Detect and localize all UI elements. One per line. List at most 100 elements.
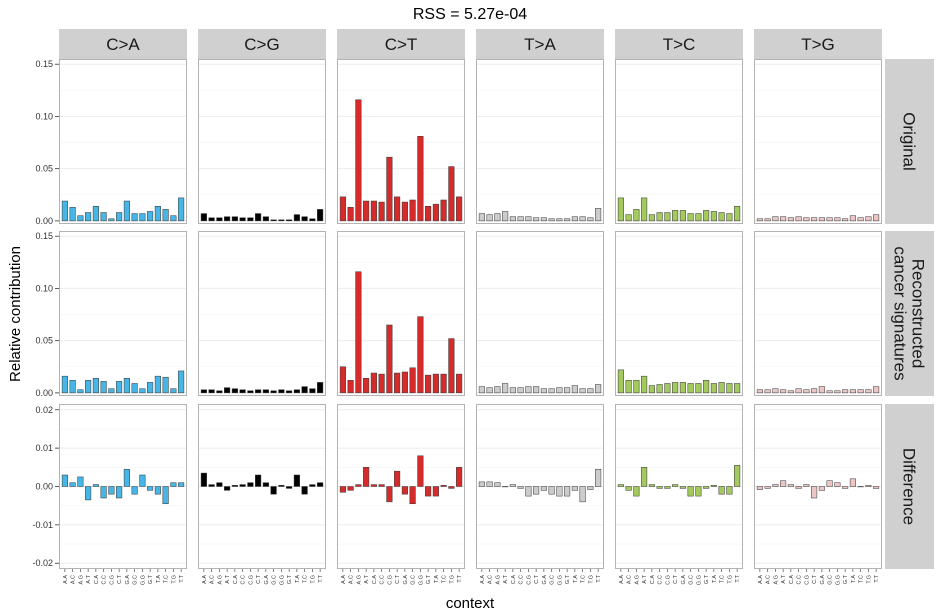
bar: [270, 486, 277, 495]
bar: [772, 216, 779, 222]
x-axis-title: context: [446, 595, 495, 612]
bar: [69, 207, 76, 222]
bar: [478, 213, 485, 222]
bar: [200, 472, 207, 487]
column-strip-c-a: [59, 29, 187, 59]
facet-panels: [59, 59, 882, 569]
x-tick-label: C.G: [804, 575, 810, 585]
bar: [77, 476, 84, 487]
bar: [100, 381, 107, 394]
bar: [525, 486, 532, 497]
panel-reconstructed-cancer-signatures-c-t: [337, 231, 465, 396]
bar: [664, 486, 671, 489]
bar: [154, 375, 161, 394]
bar: [826, 217, 833, 222]
x-tick-label: C.G: [665, 575, 671, 585]
bar: [139, 388, 146, 394]
bar: [726, 213, 733, 222]
bar: [617, 369, 624, 394]
bar: [703, 486, 710, 489]
bar: [417, 316, 424, 394]
x-tick-label: G.T: [565, 574, 571, 584]
bar: [286, 390, 293, 394]
bar: [502, 211, 509, 222]
x-tick-label: A.A: [758, 575, 764, 584]
bar: [718, 212, 725, 222]
bar: [687, 383, 694, 394]
bar: [656, 384, 663, 394]
bar: [509, 387, 516, 394]
bar: [440, 199, 447, 222]
column-strip-label: T>A: [524, 35, 556, 54]
panel-difference-c-g: [198, 404, 326, 569]
bar: [162, 486, 169, 505]
x-tick-label: C.A: [789, 575, 795, 585]
bar: [255, 474, 262, 487]
x-tick-label: A.A: [202, 575, 208, 584]
y-tick-label: -0.01: [32, 520, 53, 530]
panel-difference-c-t: [337, 404, 465, 569]
y-tick-label: 0.05: [35, 336, 53, 346]
bar: [679, 382, 686, 394]
bar: [270, 390, 277, 394]
bar: [278, 219, 285, 222]
bar: [540, 217, 547, 222]
panel-difference-t-g: [754, 404, 882, 569]
bar: [648, 385, 655, 394]
x-tick-label: G.T: [426, 574, 432, 584]
bar: [208, 389, 215, 394]
x-tick-label: G.T: [704, 574, 710, 584]
bar: [178, 370, 185, 394]
x-tick-label: C.T: [673, 574, 679, 584]
y-tick-label: 0.10: [35, 111, 53, 121]
x-tick-label: T.G: [727, 575, 733, 584]
bar: [355, 99, 362, 222]
bar: [116, 381, 123, 394]
bar: [595, 468, 602, 487]
bar: [672, 210, 679, 222]
bar: [641, 467, 648, 487]
bar: [278, 389, 285, 394]
bar: [317, 482, 324, 487]
bar: [803, 217, 810, 222]
column-strip-c-g: [198, 29, 326, 59]
bar: [548, 218, 555, 222]
x-tick-label: T.A: [156, 575, 162, 583]
x-tick-label: C.G: [109, 575, 115, 585]
x-tick-label: A.T: [225, 574, 231, 583]
x-tick-label: G.A: [542, 575, 548, 585]
bar: [347, 380, 354, 394]
bar: [556, 486, 563, 497]
bar: [710, 383, 717, 394]
bar: [363, 200, 370, 222]
bar: [787, 217, 794, 222]
bar: [641, 375, 648, 394]
bar: [818, 386, 825, 394]
bar: [339, 196, 346, 222]
bar: [224, 486, 231, 491]
y-tick-label: 0.00: [35, 216, 53, 226]
bar: [486, 214, 493, 222]
column-strip-label: T>C: [663, 35, 696, 54]
bar: [710, 485, 717, 487]
x-tick-label: A.G: [495, 575, 501, 584]
y-tick-label: -0.02: [32, 558, 53, 568]
panel-background: [59, 59, 187, 224]
bar: [664, 383, 671, 394]
bar: [178, 197, 185, 222]
bar: [417, 455, 424, 487]
x-tick-label: A.T: [781, 574, 787, 583]
x-tick-label: T.T: [596, 574, 602, 582]
bar: [147, 486, 154, 491]
bar: [540, 486, 547, 491]
bar: [139, 474, 146, 487]
bar: [764, 218, 771, 222]
x-axes: A.A A.C A.G A.T C.A C.C C.G C.T G.A G.C G.G G.T T.A T…: [63, 569, 880, 585]
bar: [170, 482, 177, 487]
x-tick-label: G.G: [696, 575, 702, 585]
bar: [517, 486, 524, 489]
bar: [293, 214, 300, 222]
bar: [61, 375, 68, 394]
bar: [579, 486, 586, 503]
panel-difference-c-a: [59, 404, 187, 569]
